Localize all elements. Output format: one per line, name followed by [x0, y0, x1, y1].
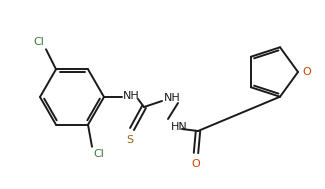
Text: Cl: Cl — [33, 37, 45, 47]
Text: NH: NH — [163, 93, 180, 103]
Text: O: O — [303, 67, 311, 77]
Text: S: S — [126, 135, 134, 145]
Text: Cl: Cl — [94, 149, 104, 159]
Text: HN: HN — [171, 122, 188, 132]
Text: O: O — [192, 159, 201, 169]
Text: NH: NH — [123, 91, 139, 101]
